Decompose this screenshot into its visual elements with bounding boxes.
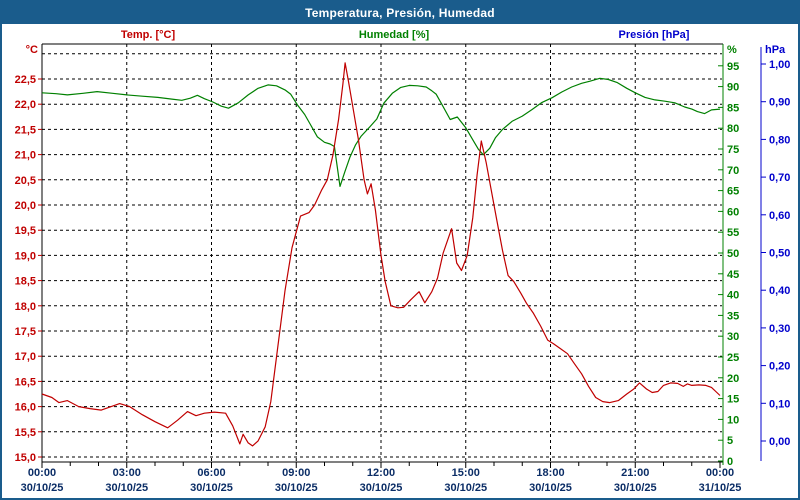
svg-text:18,0: 18,0 [15, 301, 36, 313]
svg-text:21,5: 21,5 [15, 124, 36, 136]
svg-text:40: 40 [727, 290, 739, 302]
svg-text:0,10: 0,10 [769, 398, 790, 410]
svg-text:03:00: 03:00 [113, 467, 141, 479]
svg-text:65: 65 [727, 186, 739, 198]
svg-text:18,5: 18,5 [15, 276, 36, 288]
svg-text:15:00: 15:00 [452, 467, 480, 479]
temp-axis-unit: °C [25, 44, 38, 56]
svg-text:0,60: 0,60 [769, 210, 790, 222]
svg-text:85: 85 [727, 102, 739, 114]
svg-text:19,5: 19,5 [15, 225, 36, 237]
svg-text:30/10/25: 30/10/25 [444, 482, 487, 494]
svg-text:0,90: 0,90 [769, 97, 790, 109]
svg-text:35: 35 [727, 310, 739, 322]
window-title-bar: Temperatura, Presión, Humedad [2, 2, 798, 24]
svg-text:30/10/25: 30/10/25 [529, 482, 572, 494]
svg-text:16,0: 16,0 [15, 402, 36, 414]
svg-text:0,40: 0,40 [769, 285, 790, 297]
humidity-line [41, 77, 721, 187]
svg-text:21,0: 21,0 [15, 150, 36, 162]
svg-text:30/10/25: 30/10/25 [21, 482, 64, 494]
svg-text:0,30: 0,30 [769, 323, 790, 335]
svg-text:1,00: 1,00 [769, 59, 790, 71]
svg-text:75: 75 [727, 144, 739, 156]
temperature-line [41, 62, 721, 447]
svg-text:22,0: 22,0 [15, 99, 36, 111]
svg-text:45: 45 [727, 269, 739, 281]
svg-text:06:00: 06:00 [197, 467, 225, 479]
svg-text:15: 15 [727, 394, 739, 406]
window-title: Temperatura, Presión, Humedad [305, 6, 495, 20]
svg-text:21:00: 21:00 [621, 467, 649, 479]
svg-text:12:00: 12:00 [367, 467, 395, 479]
svg-text:50: 50 [727, 248, 739, 260]
svg-text:16,5: 16,5 [15, 376, 36, 388]
humidity-axis-unit: % [727, 44, 737, 56]
svg-text:80: 80 [727, 123, 739, 135]
svg-text:00:00: 00:00 [28, 467, 56, 479]
svg-text:55: 55 [727, 227, 739, 239]
svg-text:5: 5 [727, 435, 733, 447]
svg-text:00:00: 00:00 [706, 467, 734, 479]
legend-temperature: Temp. [°C] [120, 29, 176, 41]
svg-text:20,0: 20,0 [15, 200, 36, 212]
svg-text:17,5: 17,5 [15, 326, 36, 338]
svg-text:0,50: 0,50 [769, 248, 790, 260]
svg-text:15,5: 15,5 [15, 427, 36, 439]
svg-text:30/10/25: 30/10/25 [614, 482, 657, 494]
legend-pressure: Presión [hPa] [618, 29, 690, 41]
svg-text:30/10/25: 30/10/25 [190, 482, 233, 494]
humidity-series [41, 77, 721, 187]
svg-text:30/10/25: 30/10/25 [105, 482, 148, 494]
svg-text:60: 60 [727, 206, 739, 218]
svg-text:0,70: 0,70 [769, 172, 790, 184]
svg-text:95: 95 [727, 61, 739, 73]
svg-text:0,20: 0,20 [769, 361, 790, 373]
svg-text:0,00: 0,00 [769, 436, 790, 448]
svg-text:31/10/25: 31/10/25 [699, 482, 742, 494]
svg-text:22,5: 22,5 [15, 74, 36, 86]
svg-text:09:00: 09:00 [282, 467, 310, 479]
svg-text:0,80: 0,80 [769, 134, 790, 146]
svg-text:19,0: 19,0 [15, 250, 36, 262]
svg-text:90: 90 [727, 82, 739, 94]
svg-text:15,0: 15,0 [15, 452, 36, 464]
x-axis: 00:00 30/10/25 03:00 30/10/25 06:00 30/10/25 0… [21, 462, 742, 494]
temp-axis: 22,5 22,0 21,5 21,0 20,5 20,0 19,5 19,0 18,5 18,0… [15, 74, 42, 464]
svg-text:0: 0 [727, 456, 733, 468]
temperature-series [41, 62, 721, 447]
pressure-axis-unit: hPa [765, 44, 786, 56]
svg-text:20,5: 20,5 [15, 175, 36, 187]
svg-text:30/10/25: 30/10/25 [275, 482, 318, 494]
svg-text:17,0: 17,0 [15, 351, 36, 363]
svg-text:20: 20 [727, 373, 739, 385]
svg-text:30/10/25: 30/10/25 [360, 482, 403, 494]
pressure-axis: 1,00 0,90 0,80 0,70 0,60 0,50 0,40 0,30 0,20 0,10… [760, 47, 790, 461]
svg-text:25: 25 [727, 352, 739, 364]
svg-text:70: 70 [727, 165, 739, 177]
legend-humidity: Humedad [%] [358, 29, 430, 41]
svg-text:30: 30 [727, 331, 739, 343]
svg-text:18:00: 18:00 [536, 467, 564, 479]
svg-text:10: 10 [727, 414, 739, 426]
